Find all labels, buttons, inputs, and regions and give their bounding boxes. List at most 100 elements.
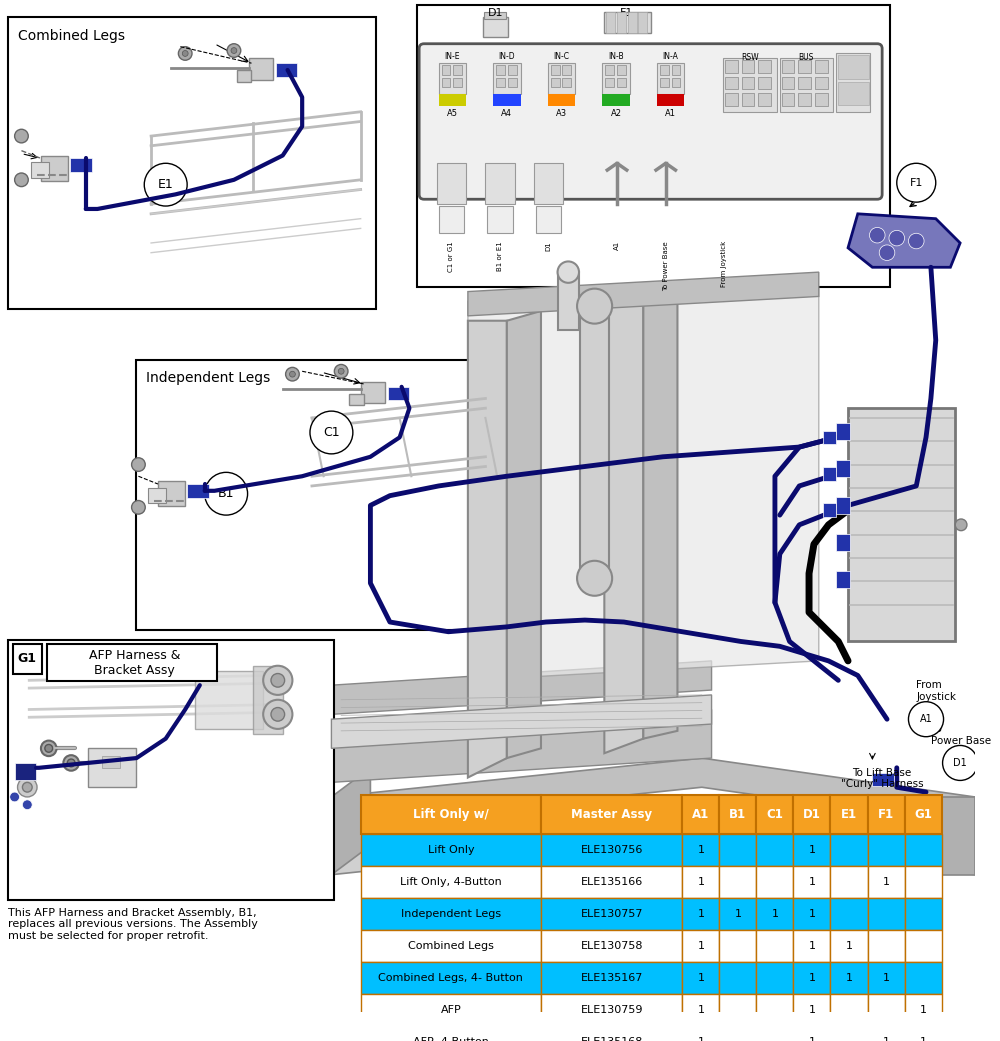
Text: ELE130756: ELE130756 (580, 845, 643, 855)
Bar (237, 70, 251, 81)
Bar (541, 962, 682, 994)
Bar (136, 359, 497, 630)
Bar (541, 1026, 682, 1041)
Text: 1: 1 (697, 973, 704, 983)
Text: To Power Base: To Power Base (663, 242, 669, 290)
Bar (793, 930, 830, 962)
Bar (361, 795, 541, 834)
Text: From
Joystick: From Joystick (916, 681, 956, 702)
Bar (815, 60, 828, 73)
Bar (725, 77, 738, 90)
Bar (742, 60, 754, 73)
Text: B1: B1 (218, 487, 234, 501)
Bar (848, 408, 955, 641)
Bar (905, 795, 942, 834)
Bar (682, 962, 719, 994)
Circle shape (227, 44, 241, 57)
Bar (830, 898, 868, 930)
Text: A2: A2 (611, 109, 622, 118)
Bar (823, 504, 836, 517)
Bar (872, 772, 894, 786)
Circle shape (205, 473, 248, 515)
Circle shape (577, 561, 612, 595)
Bar (756, 834, 793, 866)
Text: 1: 1 (883, 1038, 890, 1041)
Bar (719, 834, 756, 866)
Text: A1: A1 (692, 808, 709, 821)
Bar (508, 78, 517, 87)
Bar (15, 763, 36, 781)
Text: G1: G1 (18, 653, 37, 665)
Bar (437, 163, 466, 204)
Circle shape (943, 745, 978, 781)
Bar (657, 64, 684, 95)
Text: D1: D1 (953, 758, 967, 768)
Bar (187, 484, 209, 498)
Text: B1: B1 (729, 808, 746, 821)
Bar (719, 962, 756, 994)
Text: 1: 1 (734, 909, 741, 919)
Text: A3: A3 (556, 109, 567, 118)
Bar (836, 534, 850, 551)
Bar (823, 431, 836, 445)
Text: ELE130757: ELE130757 (580, 909, 643, 919)
Bar (617, 78, 626, 87)
Text: ELE130758: ELE130758 (580, 941, 643, 951)
Bar (682, 834, 719, 866)
Bar (70, 158, 92, 172)
Bar (442, 66, 450, 75)
Text: Independent Legs: Independent Legs (146, 372, 270, 385)
Bar (905, 930, 942, 962)
Text: AFP, 4-Button: AFP, 4-Button (413, 1038, 489, 1041)
Bar (439, 64, 466, 95)
Text: A5: A5 (447, 109, 458, 118)
Bar (602, 95, 630, 106)
Circle shape (869, 227, 885, 243)
Polygon shape (604, 301, 643, 754)
Bar (551, 66, 560, 75)
Bar (756, 866, 793, 898)
Text: A4: A4 (501, 109, 512, 118)
Text: RSW: RSW (741, 53, 758, 62)
Bar (905, 1026, 942, 1041)
Bar (541, 898, 682, 930)
Bar (604, 11, 651, 33)
Polygon shape (643, 294, 677, 739)
Text: To Lift Base
"Curly" Harness: To Lift Base "Curly" Harness (841, 768, 923, 789)
Bar (361, 382, 385, 403)
Bar (836, 497, 850, 514)
Circle shape (558, 261, 579, 283)
Bar (815, 77, 828, 90)
Text: AFP Harness &
Bracket Assy: AFP Harness & Bracket Assy (89, 649, 180, 677)
Bar (580, 306, 609, 579)
Bar (349, 393, 364, 405)
Bar (793, 834, 830, 866)
Bar (756, 898, 793, 930)
Circle shape (144, 163, 187, 206)
Bar (868, 962, 905, 994)
Bar (798, 94, 811, 106)
Text: Lift Only, 4-Button: Lift Only, 4-Button (400, 877, 502, 887)
Bar (793, 866, 830, 898)
Bar (830, 930, 868, 962)
Bar (41, 155, 68, 181)
Bar (453, 66, 462, 75)
Text: ELE135167: ELE135167 (580, 973, 643, 983)
Polygon shape (331, 661, 712, 714)
Polygon shape (331, 758, 975, 827)
Text: F1: F1 (910, 178, 923, 187)
Text: E1: E1 (841, 808, 857, 821)
Text: 1: 1 (697, 845, 704, 855)
Circle shape (908, 702, 944, 737)
Bar (361, 866, 541, 898)
Bar (541, 866, 682, 898)
Bar (541, 930, 682, 962)
Bar (742, 77, 754, 90)
Bar (102, 756, 120, 768)
Bar (830, 795, 868, 834)
Bar (8, 639, 334, 900)
Text: BUS: BUS (798, 53, 814, 62)
Bar (657, 95, 684, 106)
Text: Lift Only: Lift Only (428, 845, 474, 855)
Circle shape (879, 245, 895, 260)
